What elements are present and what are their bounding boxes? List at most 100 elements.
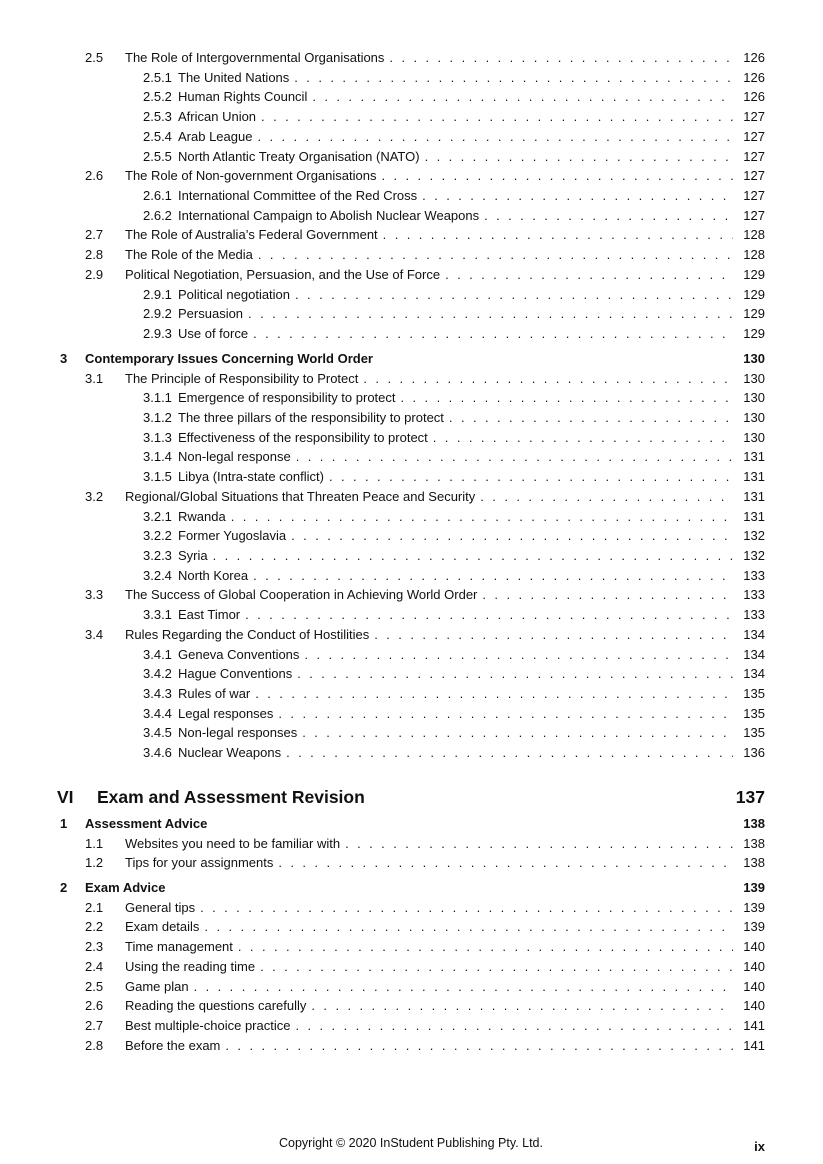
toc-entry-page: 131 — [743, 488, 765, 504]
toc-entry-number: 2.9.1 — [143, 286, 172, 302]
toc-entry-number: 3.2.4 — [143, 567, 172, 583]
toc-entry[interactable]: 3.2.4 North Korea. . . . . . . . . . . . … — [57, 568, 765, 588]
toc-entry-number: 2.7 — [85, 1018, 104, 1034]
toc-entry[interactable]: 2.9.3 Use of force. . . . . . . . . . . .… — [57, 326, 765, 346]
toc-entry[interactable]: 2.5.5 North Atlantic Treaty Organisation … — [57, 149, 765, 169]
toc-list: 2.5 The Role of Intergovernmental Organis… — [57, 50, 765, 1058]
toc-entry[interactable]: 3.1.2 The three pillars of the responsibi… — [57, 410, 765, 430]
toc-entry[interactable]: 3.4 Rules Regarding the Conduct of Hostil… — [57, 627, 765, 647]
toc-entry[interactable]: VI Exam and Assessment Revision 137 — [57, 787, 765, 811]
toc-entry-page: 141 — [743, 1037, 765, 1053]
toc-entry-title: North Korea — [178, 567, 249, 583]
toc-entry[interactable]: 2.5.4 Arab League. . . . . . . . . . . . … — [57, 129, 765, 149]
toc-entry[interactable]: 3.4.5 Non-legal responses. . . . . . . . … — [57, 725, 765, 745]
toc-entry[interactable]: 2.6 The Role of Non-government Organisati… — [57, 168, 765, 188]
toc-entry-title: Exam Advice — [85, 880, 166, 896]
toc-entry[interactable]: 3.1.5 Libya (Intra-state conflict). . . .… — [57, 469, 765, 489]
toc-entry[interactable]: 2 Exam Advice 139 — [57, 880, 765, 900]
toc-entry[interactable]: 3.4.3 Rules of war . . . . . . . . . . . .… — [57, 686, 765, 706]
toc-entry[interactable]: 1.1 Websites you need to be familiar with… — [57, 836, 765, 856]
toc-entry[interactable]: 2.6 Reading the questions carefully. . . … — [57, 998, 765, 1018]
toc-entry[interactable]: 1 Assessment Advice 138 — [57, 816, 765, 836]
toc-entry[interactable]: 3.2 Regional/Global Situations that Threa… — [57, 489, 765, 509]
toc-entry[interactable]: 3.1.1 Emergence of responsibility to prot… — [57, 390, 765, 410]
toc-entry[interactable]: 1.2 Tips for your assignments. . . . . . … — [57, 855, 765, 875]
toc-entry[interactable]: 2.3 Time management. . . . . . . . . . . … — [57, 939, 765, 959]
toc-entry-title: African Union — [178, 109, 257, 125]
toc-entry[interactable]: 3.4.1 Geneva Conventions. . . . . . . . .… — [57, 647, 765, 667]
toc-entry-page: 135 — [743, 725, 765, 741]
toc-entry-title: Human Rights Council — [178, 89, 308, 105]
dot-leader: . . . . . . . . . . . . . . . . . . . . … — [345, 835, 733, 851]
toc-entry[interactable]: 2.7 Best multiple-choice practice. . . . … — [57, 1018, 765, 1038]
toc-entry-page: 138 — [743, 855, 765, 871]
toc-entry-title: East Timor — [178, 607, 241, 623]
dot-leader: . . . . . . . . . . . . . . . . . . . . … — [204, 919, 733, 935]
toc-entry[interactable]: 3.3 The Success of Global Cooperation in … — [57, 587, 765, 607]
toc-entry[interactable]: 2.5.2 Human Rights Council. . . . . . . .… — [57, 89, 765, 109]
toc-entry[interactable]: 2.9.2 Persuasion. . . . . . . . . . . . .… — [57, 306, 765, 326]
toc-entry-page: 140 — [743, 978, 765, 994]
toc-entry-page: 134 — [743, 626, 765, 642]
toc-entry[interactable]: 2.5 The Role of Intergovernmental Organis… — [57, 50, 765, 70]
toc-entry[interactable]: 3.4.4 Legal responses. . . . . . . . . . … — [57, 706, 765, 726]
toc-entry[interactable]: 2.5.3 African Union. . . . . . . . . . . … — [57, 109, 765, 129]
toc-entry-page: 126 — [743, 89, 765, 105]
toc-entry-page: 133 — [743, 607, 765, 623]
toc-entry-page: 130 — [743, 350, 765, 366]
toc-entry[interactable]: 3.3.1 East Timor. . . . . . . . . . . . .… — [57, 607, 765, 627]
toc-entry[interactable]: 2.4 Using the reading time. . . . . . . .… — [57, 959, 765, 979]
dot-leader: . . . . . . . . . . . . . . . . . . . . … — [482, 587, 733, 603]
toc-entry[interactable]: 3.2.3 Syria. . . . . . . . . . . . . . . … — [57, 548, 765, 568]
toc-entry[interactable]: 2.1 General tips. . . . . . . . . . . . .… — [57, 900, 765, 920]
toc-entry[interactable]: 2.8 The Role of the Media. . . . . . . . … — [57, 247, 765, 267]
toc-entry[interactable]: 3.2.1 Rwanda. . . . . . . . . . . . . . .… — [57, 509, 765, 529]
toc-entry[interactable]: 2.9 Political Negotiation, Persuasion, an… — [57, 267, 765, 287]
toc-entry[interactable]: 3 Contemporary Issues Concerning World Or… — [57, 351, 765, 371]
toc-entry-page: 138 — [743, 835, 765, 851]
toc-entry[interactable]: 2.9.1 Political negotiation. . . . . . . … — [57, 287, 765, 307]
dot-leader: . . . . . . . . . . . . . . . . . . . . … — [400, 390, 734, 406]
toc-entry-page: 128 — [743, 227, 765, 243]
toc-entry-number: 3.2.2 — [143, 528, 172, 544]
toc-entry-page: 140 — [743, 939, 765, 955]
toc-entry[interactable]: 2.7 The Role of Australia’s Federal Gover… — [57, 227, 765, 247]
toc-entry-title: Arab League — [178, 128, 253, 144]
toc-entry-number: 2.1 — [85, 899, 104, 915]
toc-entry-title: Geneva Conventions — [178, 646, 300, 662]
toc-entry-page: 132 — [743, 547, 765, 563]
toc-entry[interactable]: 2.5.1 The United Nations. . . . . . . . .… — [57, 70, 765, 90]
toc-entry[interactable]: 3.1.3 Effectiveness of the responsibility… — [57, 430, 765, 450]
toc-entry[interactable]: 3.4.2 Hague Conventions. . . . . . . . . … — [57, 666, 765, 686]
toc-entry[interactable]: 2.6.1 International Committee of the Red … — [57, 188, 765, 208]
toc-entry-page: 133 — [743, 587, 765, 603]
toc-entry[interactable]: 2.8 Before the exam. . . . . . . . . . . … — [57, 1038, 765, 1058]
toc-entry-page: 137 — [735, 786, 765, 807]
toc-entry[interactable]: 2.2 Exam details. . . . . . . . . . . . .… — [57, 919, 765, 939]
toc-entry[interactable]: 3.4.6 Nuclear Weapons. . . . . . . . . . … — [57, 745, 765, 765]
dot-leader: . . . . . . . . . . . . . . . . . . . . … — [230, 508, 733, 524]
toc-entry[interactable]: 2.6.2 International Campaign to Abolish N… — [57, 208, 765, 228]
dot-leader: . . . . . . . . . . . . . . . . . . . . … — [237, 939, 733, 955]
toc-entry[interactable]: 2.5 Game plan. . . . . . . . . . . . . . … — [57, 979, 765, 999]
toc-entry-number: 3.1.3 — [143, 429, 172, 445]
toc-entry-number: 2.5.4 — [143, 128, 172, 144]
toc-entry-number: 3.4 — [85, 626, 104, 642]
toc-entry[interactable]: 3.1 The Principle of Responsibility to Pr… — [57, 371, 765, 391]
toc-entry[interactable]: 3.2.2 Former Yugoslavia. . . . . . . . . … — [57, 528, 765, 548]
toc-entry-page: 133 — [743, 567, 765, 583]
toc-entry-page: 127 — [743, 128, 765, 144]
dot-leader: . . . . . . . . . . . . . . . . . . . . … — [295, 449, 733, 465]
toc-entry-number: 2.6.1 — [143, 188, 172, 204]
toc-entry[interactable]: 3.1.4 Non-legal response. . . . . . . . .… — [57, 449, 765, 469]
toc-entry-title: Using the reading time — [125, 958, 256, 974]
toc-entry-page: 132 — [743, 528, 765, 544]
toc-entry-number: 2.2 — [85, 919, 104, 935]
toc-entry-title: The Principle of Responsibility to Prote… — [125, 370, 359, 386]
toc-entry-page: 129 — [743, 306, 765, 322]
toc-entry-page: 131 — [743, 469, 765, 485]
dot-leader: . . . . . . . . . . . . . . . . . . . . … — [253, 326, 733, 342]
toc-entry-number: 1 — [60, 815, 68, 831]
toc-entry-page: 135 — [743, 686, 765, 701]
toc-entry-number: 2.5.5 — [143, 148, 172, 164]
